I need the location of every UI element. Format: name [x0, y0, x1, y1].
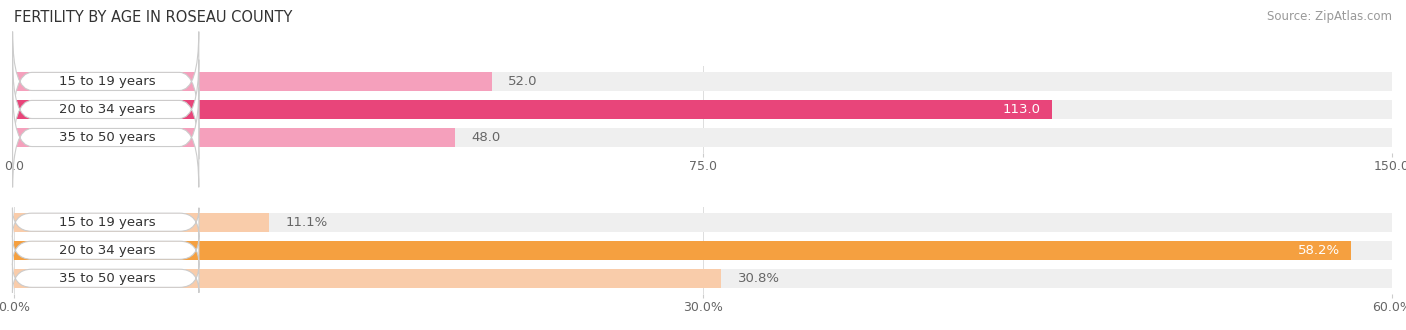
- Text: 35 to 50 years: 35 to 50 years: [59, 272, 156, 285]
- FancyBboxPatch shape: [13, 236, 198, 265]
- FancyBboxPatch shape: [13, 32, 198, 131]
- Bar: [14, 269, 1392, 288]
- FancyBboxPatch shape: [13, 208, 198, 237]
- Bar: [14, 72, 492, 91]
- Text: 15 to 19 years: 15 to 19 years: [59, 216, 156, 229]
- Text: 35 to 50 years: 35 to 50 years: [59, 131, 156, 144]
- FancyBboxPatch shape: [13, 264, 198, 293]
- Text: 20 to 34 years: 20 to 34 years: [59, 244, 155, 257]
- Text: Source: ZipAtlas.com: Source: ZipAtlas.com: [1267, 10, 1392, 23]
- Bar: [14, 100, 1392, 119]
- Bar: [14, 269, 721, 288]
- Bar: [14, 128, 1392, 147]
- Text: 52.0: 52.0: [508, 75, 537, 88]
- Text: 20 to 34 years: 20 to 34 years: [59, 103, 155, 116]
- Bar: [14, 128, 456, 147]
- FancyBboxPatch shape: [13, 88, 198, 187]
- Bar: [14, 213, 269, 232]
- Bar: [14, 213, 1392, 232]
- Text: 113.0: 113.0: [1002, 103, 1040, 116]
- FancyBboxPatch shape: [13, 60, 198, 159]
- Bar: [14, 72, 1392, 91]
- Text: FERTILITY BY AGE IN ROSEAU COUNTY: FERTILITY BY AGE IN ROSEAU COUNTY: [14, 10, 292, 25]
- Text: 30.8%: 30.8%: [738, 272, 780, 285]
- Bar: [14, 241, 1392, 260]
- Text: 15 to 19 years: 15 to 19 years: [59, 75, 156, 88]
- Bar: [14, 241, 1351, 260]
- Text: 48.0: 48.0: [471, 131, 501, 144]
- Text: 58.2%: 58.2%: [1298, 244, 1340, 257]
- Bar: [14, 100, 1052, 119]
- Text: 11.1%: 11.1%: [285, 216, 328, 229]
